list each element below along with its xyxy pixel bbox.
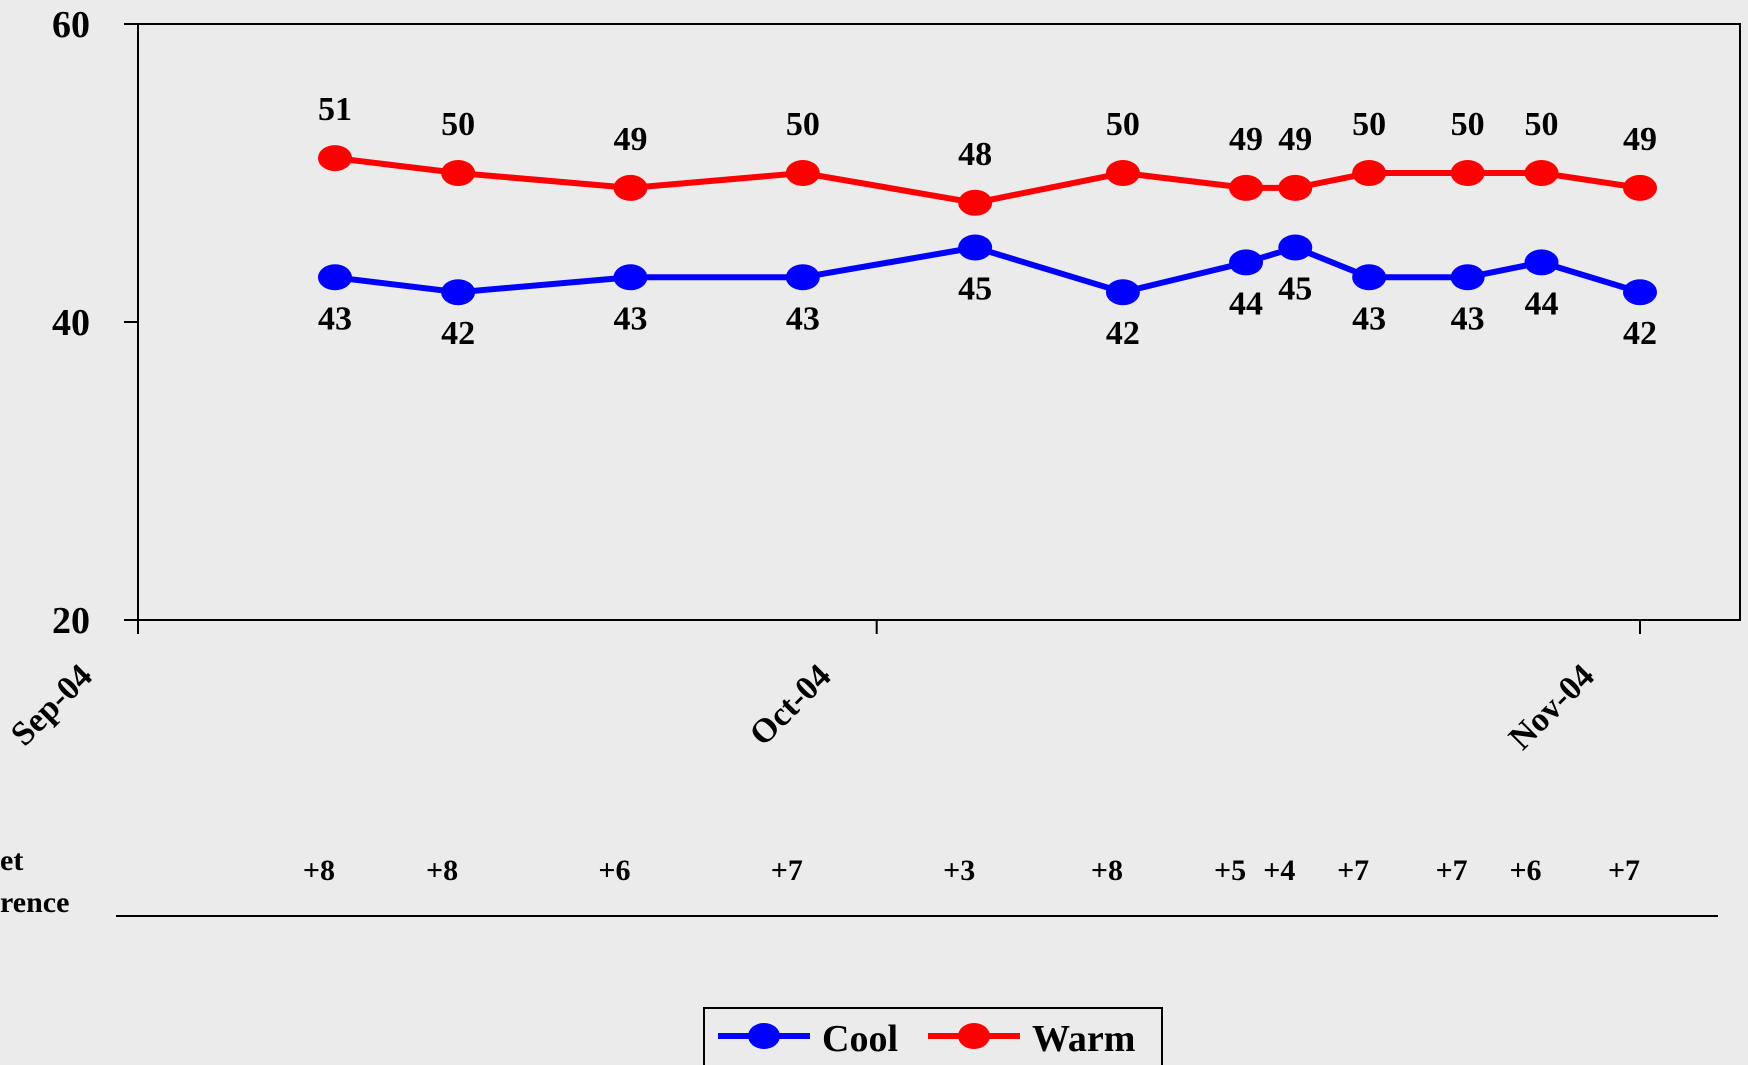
point-cool-7 xyxy=(1278,234,1313,261)
data-label-warm-10: 50 xyxy=(1525,106,1559,143)
point-warm-6 xyxy=(1229,174,1264,201)
series-warm: 51 50 49 50 48 50 49 49 50 50 50 49 xyxy=(317,91,1657,216)
point-cool-9 xyxy=(1450,264,1485,291)
data-label-cool-0: 43 xyxy=(318,300,352,337)
point-cool-2 xyxy=(613,264,648,291)
net-difference-2: +6 xyxy=(598,854,630,887)
legend: Cool Warm xyxy=(703,1007,1163,1065)
point-warm-5 xyxy=(1105,160,1140,186)
point-warm-4 xyxy=(958,189,993,216)
point-cool-5 xyxy=(1105,279,1140,306)
point-warm-10 xyxy=(1524,160,1559,186)
data-label-warm-2: 49 xyxy=(613,121,647,158)
data-label-warm-4: 48 xyxy=(958,136,992,173)
point-cool-8 xyxy=(1352,264,1387,291)
legend-item-cool: Cool xyxy=(718,1018,898,1060)
point-cool-0 xyxy=(317,264,352,291)
data-label-warm-3: 50 xyxy=(786,106,820,143)
point-warm-0 xyxy=(317,145,352,172)
data-label-warm-5: 50 xyxy=(1106,106,1140,143)
data-label-cool-6: 44 xyxy=(1229,285,1263,322)
net-difference-5: +8 xyxy=(1091,854,1123,887)
data-label-cool-10: 44 xyxy=(1525,285,1559,322)
y-tick-label-60: 60 xyxy=(52,4,90,46)
point-warm-9 xyxy=(1450,160,1485,186)
data-label-warm-9: 50 xyxy=(1451,106,1485,143)
x-axis: Sep-04 Oct-04 Nov-04 xyxy=(4,620,1641,757)
data-label-cool-7: 45 xyxy=(1278,271,1312,308)
net-difference-11: +7 xyxy=(1608,854,1640,887)
x-tick-label-nov-04: Nov-04 xyxy=(1502,657,1602,757)
legend-label-cool: Cool xyxy=(822,1018,898,1060)
data-label-cool-4: 45 xyxy=(958,271,992,308)
data-label-cool-8: 43 xyxy=(1352,300,1386,337)
net-difference-8: +7 xyxy=(1337,854,1369,887)
x-tick-label-sep-04: Sep-04 xyxy=(4,657,100,753)
point-warm-1 xyxy=(441,160,476,186)
y-tick-label-20: 20 xyxy=(52,600,90,642)
legend-item-warm: Warm xyxy=(928,1018,1135,1060)
y-tick-label-40: 40 xyxy=(52,302,90,344)
point-cool-11 xyxy=(1623,279,1657,306)
point-warm-2 xyxy=(613,174,648,201)
point-warm-7 xyxy=(1278,174,1313,201)
legend-label-warm: Warm xyxy=(1032,1018,1135,1060)
legend-marker-warm xyxy=(958,1023,990,1049)
data-label-cool-3: 43 xyxy=(786,300,820,337)
x-tick-label-oct-04: Oct-04 xyxy=(743,657,839,753)
data-label-cool-5: 42 xyxy=(1106,315,1140,352)
point-cool-3 xyxy=(785,264,820,291)
net-row-label-line-1: et xyxy=(0,844,23,877)
net-difference-4: +3 xyxy=(943,854,975,887)
y-axis: 20 40 60 xyxy=(52,4,138,642)
net-difference-0: +8 xyxy=(303,854,335,887)
point-cool-6 xyxy=(1229,249,1264,276)
data-label-warm-7: 49 xyxy=(1278,121,1312,158)
data-label-cool-9: 43 xyxy=(1451,300,1485,337)
plot-area xyxy=(137,23,1741,621)
net-difference-10: +6 xyxy=(1509,854,1541,887)
data-label-warm-1: 50 xyxy=(441,106,475,143)
data-label-cool-11: 42 xyxy=(1623,315,1657,352)
net-difference-6: +5 xyxy=(1214,854,1246,887)
net-difference-1: +8 xyxy=(426,854,458,887)
net-difference-3: +7 xyxy=(771,854,803,887)
data-label-cool-1: 42 xyxy=(441,315,475,352)
point-warm-3 xyxy=(785,160,820,186)
point-cool-1 xyxy=(441,279,476,306)
legend-marker-cool xyxy=(748,1023,780,1049)
net-difference-7: +4 xyxy=(1263,854,1295,887)
series-cool: 43 42 43 43 45 42 44 45 43 43 44 42 xyxy=(317,234,1657,352)
data-label-cool-2: 43 xyxy=(613,300,647,337)
net-difference-9: +7 xyxy=(1436,854,1468,887)
data-label-warm-8: 50 xyxy=(1352,106,1386,143)
data-label-warm-11: 49 xyxy=(1623,121,1657,158)
point-cool-4 xyxy=(958,234,993,261)
data-label-warm-6: 49 xyxy=(1229,121,1263,158)
net-row-label-line-2: rence xyxy=(0,886,69,919)
data-label-warm-0: 51 xyxy=(318,91,352,128)
point-warm-8 xyxy=(1352,160,1387,186)
net-difference-row: et rence +8 +8 +6 +7 +3 +8 +5 +4 +7 +7 +6 +7 xyxy=(0,844,1718,919)
series-layer: 43 42 43 43 45 42 44 45 43 43 44 42 51 50 49 50 48 50 49 49… xyxy=(317,91,1657,352)
point-warm-11 xyxy=(1623,174,1657,201)
point-cool-10 xyxy=(1524,249,1559,276)
